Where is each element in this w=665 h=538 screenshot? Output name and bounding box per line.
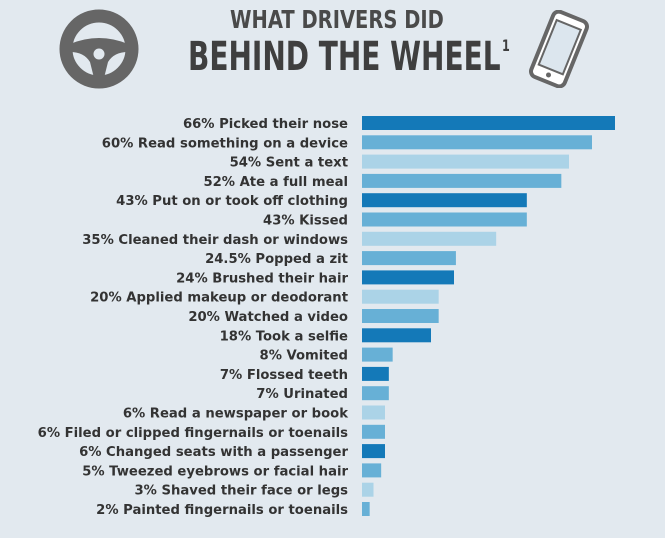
- bar-9: [362, 289, 439, 304]
- bar-3: [362, 173, 562, 188]
- bar-0: [362, 116, 615, 130]
- bar-label-19: 3% Shaved their face or legs: [135, 484, 349, 499]
- bar-2: [362, 154, 569, 169]
- bar-18: [362, 463, 382, 478]
- bar-15: [362, 405, 385, 420]
- title-line-1: WHAT DRIVERS DID: [230, 5, 444, 34]
- bar-13: [362, 366, 389, 381]
- bar-label-12: 8% Vomited: [260, 349, 348, 364]
- bar-label-6: 35% Cleaned their dash or windows: [82, 233, 348, 248]
- bar-16: [362, 424, 385, 439]
- bar-1: [362, 135, 592, 150]
- bar-label-13: 7% Flossed teeth: [220, 368, 348, 383]
- bar-19: [362, 482, 374, 497]
- bar-label-7: 24.5% Popped a zit: [205, 252, 348, 267]
- bar-label-4: 43% Put on or took off clothing: [116, 194, 348, 209]
- bar-label-0: 66% Picked their nose: [183, 117, 348, 132]
- bar-6: [362, 231, 497, 246]
- bar-label-3: 52% Ate a full meal: [203, 175, 348, 190]
- bar-5: [362, 212, 527, 227]
- bar-label-20: 2% Painted fingernails or toenails: [96, 503, 348, 518]
- bar-label-11: 18% Took a selfie: [220, 329, 348, 344]
- bar-12: [362, 347, 393, 362]
- bar-11: [362, 328, 431, 343]
- bar-label-8: 24% Brushed their hair: [176, 271, 348, 286]
- bar-17: [362, 444, 385, 459]
- bar-label-18: 5% Tweezed eyebrows or facial hair: [82, 464, 348, 479]
- bar-label-14: 7% Urinated: [256, 387, 348, 402]
- title-footnote-marker: 1: [501, 36, 510, 55]
- bar-4: [362, 193, 527, 208]
- bar-label-9: 20% Applied makeup or deodorant: [90, 291, 348, 306]
- bar-8: [362, 270, 454, 285]
- bar-label-15: 6% Read a newspaper or book: [123, 407, 349, 422]
- bar-7: [362, 251, 456, 266]
- smartphone-icon: [529, 10, 589, 88]
- bar-label-16: 6% Filed or clipped fingernails or toena…: [38, 426, 348, 441]
- steering-wheel-icon: [59, 9, 139, 89]
- bar-label-5: 43% Kissed: [263, 214, 348, 229]
- bar-label-1: 60% Read something on a device: [102, 136, 348, 151]
- bar-label-17: 6% Changed seats with a passenger: [79, 445, 348, 460]
- bar-label-10: 20% Watched a video: [188, 310, 348, 325]
- bar-label-2: 54% Sent a text: [230, 156, 348, 171]
- title-main-text: BEHIND THE WHEEL: [188, 34, 501, 80]
- page-title: BEHIND THE WHEEL1: [188, 34, 510, 80]
- bar-14: [362, 386, 389, 401]
- bar-20: [362, 502, 370, 516]
- bar-10: [362, 309, 439, 323]
